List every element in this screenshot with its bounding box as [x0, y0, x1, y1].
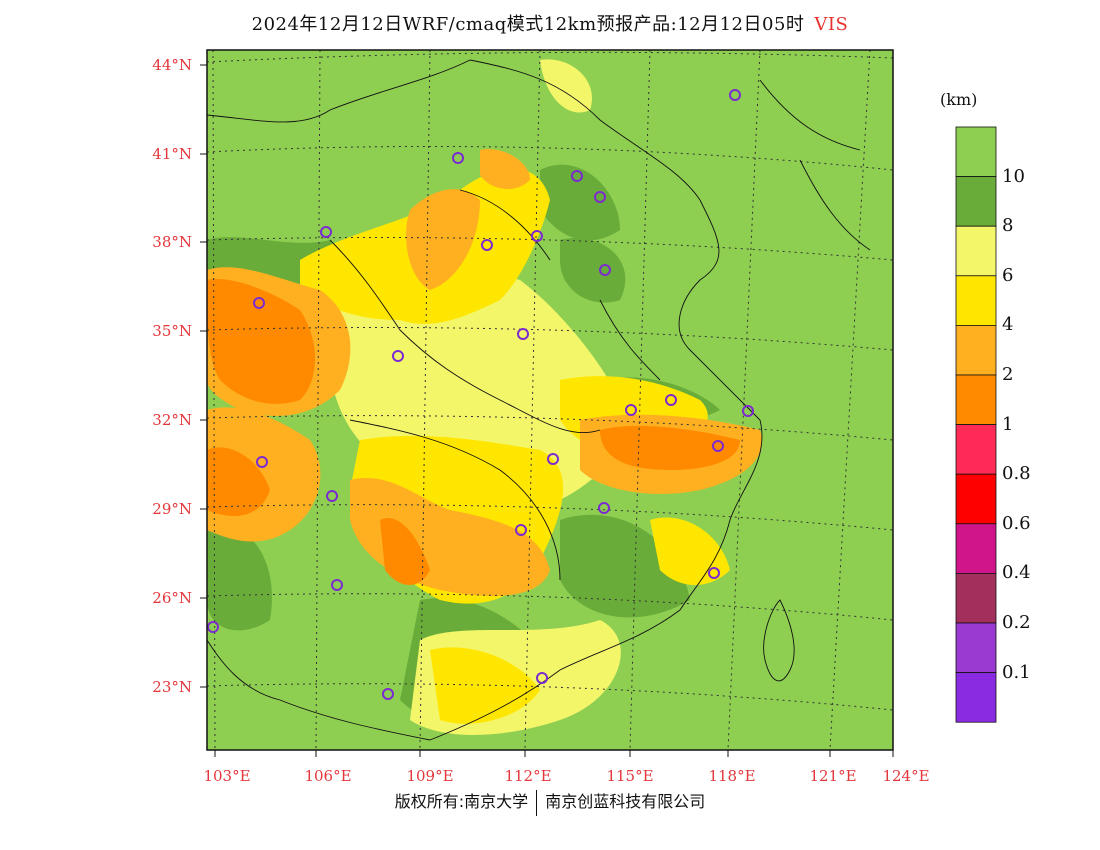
colorbar-swatch: [955, 176, 997, 227]
colorbar-label: 10: [1002, 165, 1025, 187]
lat-label: 23°N: [152, 678, 192, 696]
lat-label: 32°N: [152, 411, 192, 429]
city-markers: [207, 89, 754, 700]
city-marker: [665, 394, 677, 406]
city-marker: [742, 405, 754, 417]
boundaries: [207, 59, 871, 741]
footer-separator: [536, 789, 538, 816]
colorbar-swatch: [955, 672, 997, 723]
colorbar: [955, 126, 997, 723]
colorbar-label: 0.4: [1002, 562, 1031, 584]
city-marker: [625, 404, 637, 416]
lon-label: 118°E: [708, 767, 755, 785]
city-marker: [320, 226, 332, 238]
lon-label: 112°E: [504, 767, 551, 785]
footer-left: 版权所有:南京大学: [394, 792, 529, 811]
lat-label: 35°N: [152, 322, 192, 340]
colorbar-label: 1: [1002, 413, 1014, 435]
city-marker: [256, 456, 268, 468]
graticule: [207, 50, 893, 750]
city-marker: [517, 328, 529, 340]
city-marker: [382, 688, 394, 700]
colorbar-swatch: [955, 225, 997, 277]
lon-label: 115°E: [606, 767, 653, 785]
city-marker: [598, 502, 610, 514]
city-marker: [452, 152, 464, 164]
city-marker: [515, 524, 527, 536]
city-marker: [531, 230, 543, 242]
city-marker: [729, 89, 741, 101]
city-marker: [708, 567, 720, 579]
colorbar-swatch: [955, 374, 997, 425]
colorbar-unit: (km): [940, 90, 978, 109]
city-marker: [392, 350, 404, 362]
colorbar-swatch: [955, 275, 997, 326]
colorbar-label: 4: [1002, 314, 1014, 336]
lat-label: 44°N: [152, 56, 192, 74]
lat-labels: 44°N 41°N 38°N 35°N 32°N 29°N 26°N 23°N: [152, 56, 192, 696]
city-marker: [253, 297, 265, 309]
chart-title: 2024年12月12日WRF/cmaq模式12km预报产品:12月12日05时 V…: [0, 10, 1100, 36]
lat-ticks: [200, 64, 207, 688]
colorbar-swatch: [955, 424, 997, 475]
city-marker: [207, 621, 219, 633]
city-marker: [594, 191, 606, 203]
colorbar-swatch: [955, 622, 997, 673]
city-marker: [599, 264, 611, 276]
colorbar-swatch: [955, 523, 997, 574]
colorbar-label: 0.8: [1002, 463, 1031, 485]
lon-label: 103°E: [203, 767, 250, 785]
colorbar-label: 0.6: [1002, 512, 1031, 534]
lon-ticks: [214, 750, 894, 757]
city-marker: [536, 672, 548, 684]
lat-label: 38°N: [152, 233, 192, 251]
colorbar-label: 0.1: [1002, 661, 1031, 683]
city-marker: [712, 440, 724, 452]
colorbar-label: 0.2: [1002, 612, 1031, 633]
footer-right: 南京创蓝科技有限公司: [545, 792, 706, 811]
copyright-footer: 版权所有:南京大学 南京创蓝科技有限公司: [0, 788, 1100, 816]
colorbar-label: 8: [1002, 215, 1014, 237]
lon-label: 124°E: [882, 767, 929, 785]
lat-label: 26°N: [152, 589, 192, 607]
colorbar-swatch: [955, 324, 997, 376]
city-marker: [571, 170, 583, 182]
lat-label: 41°N: [152, 145, 192, 163]
lon-label: 121°E: [809, 767, 856, 785]
lon-labels: 103°E 106°E 109°E 112°E 115°E 118°E 121°…: [203, 767, 929, 785]
lon-label: 109°E: [406, 767, 453, 785]
city-marker: [547, 453, 559, 465]
lat-label: 29°N: [152, 500, 192, 518]
colorbar-swatch: [955, 573, 997, 624]
city-marker: [481, 239, 493, 251]
colorbar-swatch: [955, 126, 997, 177]
title-main: 2024年12月12日WRF/cmaq模式12km预报产品:12月12日05时: [251, 14, 805, 35]
colorbar-label: 2: [1002, 364, 1014, 385]
city-marker: [331, 579, 343, 591]
lon-label: 106°E: [304, 767, 351, 785]
colorbar-swatch: [955, 473, 997, 525]
title-variable: VIS: [814, 14, 849, 35]
city-marker: [326, 490, 338, 502]
colorbar-label: 6: [1002, 264, 1014, 286]
map-frame: [206, 49, 894, 751]
